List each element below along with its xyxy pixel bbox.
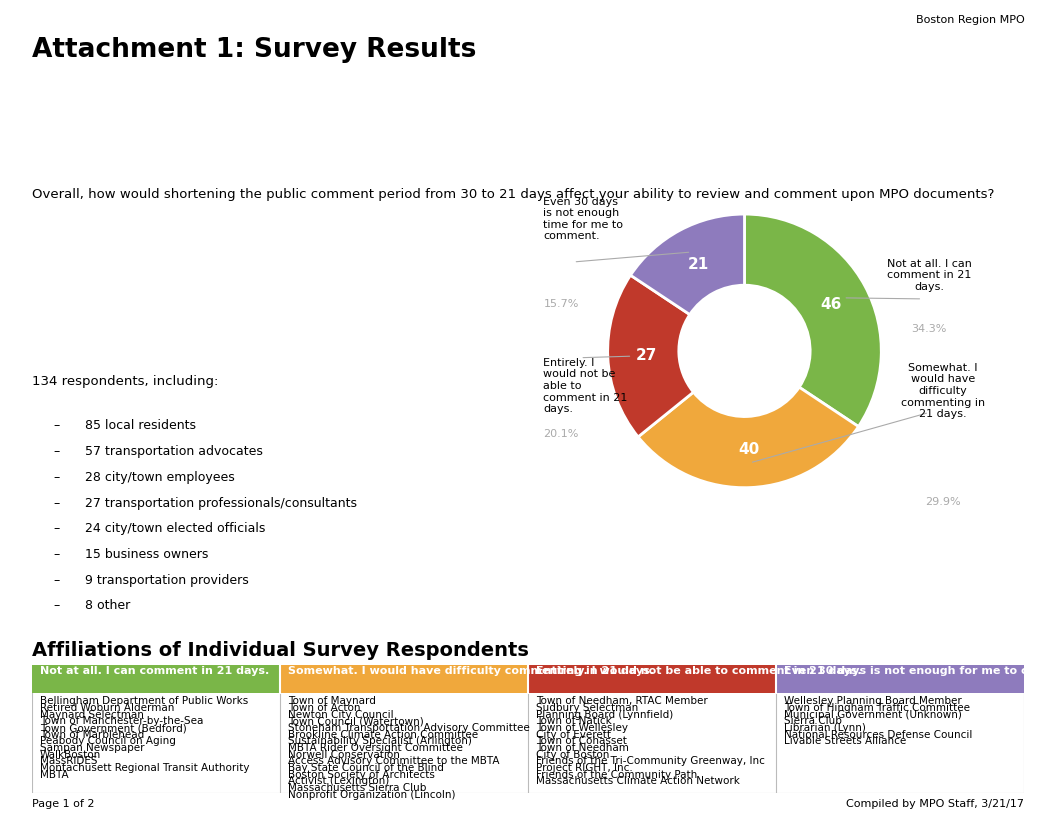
Text: 27 transportation professionals/consultants: 27 transportation professionals/consulta… xyxy=(84,496,357,509)
Text: 28 city/town employees: 28 city/town employees xyxy=(84,471,234,484)
Text: –: – xyxy=(54,599,60,612)
Text: 29.9%: 29.9% xyxy=(925,497,961,508)
Text: Overall, how would shortening the public comment period from 30 to 21 days affec: Overall, how would shortening the public… xyxy=(32,188,994,201)
Text: Stoneham Transportation Advisory Committee: Stoneham Transportation Advisory Committ… xyxy=(288,723,529,733)
Text: Affiliations of Individual Survey Respondents: Affiliations of Individual Survey Respon… xyxy=(32,641,529,659)
Text: Town of Needham, RTAC Member: Town of Needham, RTAC Member xyxy=(536,696,708,707)
Text: 34.3%: 34.3% xyxy=(911,323,947,334)
Text: 20.1%: 20.1% xyxy=(544,429,579,439)
Text: 15 business owners: 15 business owners xyxy=(84,548,208,561)
Text: Livable Streets Alliance: Livable Streets Alliance xyxy=(785,736,906,747)
Text: Boston Region MPO: Boston Region MPO xyxy=(916,15,1024,24)
Text: Wellesley Planning Board Member: Wellesley Planning Board Member xyxy=(785,696,962,707)
Text: –: – xyxy=(54,419,60,432)
Text: Brookline Climate Action Committee: Brookline Climate Action Committee xyxy=(288,730,478,740)
Text: –: – xyxy=(54,574,60,587)
Text: Librarian (Lynn): Librarian (Lynn) xyxy=(785,723,866,733)
Text: Somewhat. I would have difficulty commenting in 21 days.: Somewhat. I would have difficulty commen… xyxy=(288,667,654,676)
Text: Sustainability Specialist (Arlington): Sustainability Specialist (Arlington) xyxy=(288,736,472,747)
Text: Boston Society of Architects: Boston Society of Architects xyxy=(288,769,435,780)
Text: Town of Natick: Town of Natick xyxy=(536,716,611,726)
Text: MBTA Rider Oversight Committee: MBTA Rider Oversight Committee xyxy=(288,743,463,753)
Text: Massachusetts Sierra Club: Massachusetts Sierra Club xyxy=(288,783,427,793)
Text: Retired Woburn Alderman: Retired Woburn Alderman xyxy=(40,703,174,713)
Wedge shape xyxy=(638,388,859,488)
Text: Town of Hingham Traffic Committee: Town of Hingham Traffic Committee xyxy=(785,703,970,713)
Wedge shape xyxy=(630,214,744,314)
Text: Sudbury Selectman: Sudbury Selectman xyxy=(536,703,638,713)
Text: Bellingham Department of Public Works: Bellingham Department of Public Works xyxy=(40,696,248,707)
Text: Maynard Selectman: Maynard Selectman xyxy=(40,710,144,720)
Text: 85 local residents: 85 local residents xyxy=(84,419,196,432)
Text: 9 transportation providers: 9 transportation providers xyxy=(84,574,248,587)
Wedge shape xyxy=(607,275,694,437)
Text: Entirely. I
would not be
able to
comment in 21
days.: Entirely. I would not be able to comment… xyxy=(544,357,627,415)
Bar xyxy=(280,665,528,694)
Text: –: – xyxy=(54,522,60,535)
Bar xyxy=(528,665,776,694)
Text: Entirely. I would not be able to comment in 21 days.: Entirely. I would not be able to comment… xyxy=(536,667,862,676)
Text: Somewhat. I
would have
difficulty
commenting in
21 days.: Somewhat. I would have difficulty commen… xyxy=(901,363,985,419)
Text: MBTA: MBTA xyxy=(40,769,69,780)
Text: Even 30 days
is not enough
time for me to
comment.: Even 30 days is not enough time for me t… xyxy=(544,197,623,242)
Text: Town Council (Watertown): Town Council (Watertown) xyxy=(288,716,423,726)
Text: Sierra Club: Sierra Club xyxy=(785,716,842,726)
Bar xyxy=(776,665,1024,694)
Text: National Resources Defense Council: National Resources Defense Council xyxy=(785,730,973,740)
Text: –: – xyxy=(54,496,60,509)
Text: Sampan Newspaper: Sampan Newspaper xyxy=(40,743,144,753)
Wedge shape xyxy=(744,214,882,427)
Text: Bay State Council of the Blind: Bay State Council of the Blind xyxy=(288,763,444,773)
Text: City of Boston: City of Boston xyxy=(536,750,609,760)
Text: Massachusetts Climate Action Network: Massachusetts Climate Action Network xyxy=(536,776,740,787)
Text: Town of Acton: Town of Acton xyxy=(288,703,360,713)
Text: Town of Maynard: Town of Maynard xyxy=(288,696,376,707)
Text: Activist (Lexington): Activist (Lexington) xyxy=(288,776,389,787)
Text: Town Government (Bedford): Town Government (Bedford) xyxy=(40,723,186,733)
Text: Project RIGHT, Inc.: Project RIGHT, Inc. xyxy=(536,763,633,773)
Text: Montachusett Regional Transit Authority: Montachusett Regional Transit Authority xyxy=(40,763,249,773)
Text: Access Advisory Committee to the MBTA: Access Advisory Committee to the MBTA xyxy=(288,756,499,766)
Text: Friends of the Tri-Community Greenway, Inc: Friends of the Tri-Community Greenway, I… xyxy=(536,756,765,766)
Text: City of Everett: City of Everett xyxy=(536,730,611,740)
Text: Compiled by MPO Staff, 3/21/17: Compiled by MPO Staff, 3/21/17 xyxy=(846,800,1024,809)
Text: Town of Needham: Town of Needham xyxy=(536,743,628,753)
Text: Nonprofit Organization (Lincoln): Nonprofit Organization (Lincoln) xyxy=(288,790,455,800)
Text: Town of Cohasset: Town of Cohasset xyxy=(536,736,627,747)
Bar xyxy=(32,665,280,694)
Text: 134 respondents, including:: 134 respondents, including: xyxy=(32,375,218,388)
Text: 15.7%: 15.7% xyxy=(544,299,579,309)
Text: Attachment 1: Survey Results: Attachment 1: Survey Results xyxy=(32,37,476,63)
Text: 27: 27 xyxy=(636,348,657,363)
Text: Not at all. I can
comment in 21
days.: Not at all. I can comment in 21 days. xyxy=(887,259,972,292)
Text: Newton City Council: Newton City Council xyxy=(288,710,394,720)
Text: 24 city/town elected officials: 24 city/town elected officials xyxy=(84,522,265,535)
Text: Even 30 days is not enough for me to comment.: Even 30 days is not enough for me to com… xyxy=(785,667,1056,676)
Text: Not at all. I can comment in 21 days.: Not at all. I can comment in 21 days. xyxy=(40,667,269,676)
Text: 57 transportation advocates: 57 transportation advocates xyxy=(84,446,263,458)
Text: Norwell Conservation: Norwell Conservation xyxy=(288,750,399,760)
Text: Planning Board (Lynnfield): Planning Board (Lynnfield) xyxy=(536,710,673,720)
Text: –: – xyxy=(54,446,60,458)
Text: Town of Wellesley: Town of Wellesley xyxy=(536,723,628,733)
Text: Town of Manchester-by-the-Sea: Town of Manchester-by-the-Sea xyxy=(40,716,203,726)
Text: 21: 21 xyxy=(687,256,709,272)
Text: Friends of the Community Path: Friends of the Community Path xyxy=(536,769,697,780)
Text: 8 other: 8 other xyxy=(84,599,130,612)
Text: MassRIDES: MassRIDES xyxy=(40,756,97,766)
Text: Municipal Government (Unknown): Municipal Government (Unknown) xyxy=(785,710,962,720)
Text: –: – xyxy=(54,471,60,484)
Text: Page 1 of 2: Page 1 of 2 xyxy=(32,800,94,809)
Text: WalkBoston: WalkBoston xyxy=(40,750,101,760)
Text: 40: 40 xyxy=(738,441,759,457)
Text: –: – xyxy=(54,548,60,561)
Text: 46: 46 xyxy=(821,297,842,312)
Text: Town of Marblehead: Town of Marblehead xyxy=(40,730,144,740)
Text: Peabody Council on Aging: Peabody Council on Aging xyxy=(40,736,175,747)
